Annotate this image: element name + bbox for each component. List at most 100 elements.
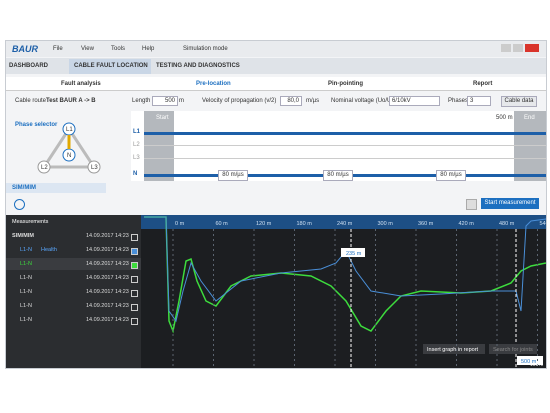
title-bar (6, 41, 546, 57)
measurement-date: 14.09.2017 14:23 (86, 275, 129, 281)
length-input[interactable]: 500 (152, 96, 178, 106)
menu-item[interactable]: File (53, 46, 63, 52)
value: Test BAUR A -> B (46, 98, 96, 104)
x-label: 480 m (499, 221, 515, 227)
conductor-label: L2 (133, 142, 140, 148)
start-block (144, 111, 174, 181)
info-icon[interactable] (14, 199, 25, 210)
conductor-label: N (133, 171, 138, 177)
x-label: 60 m (216, 221, 229, 227)
step[interactable]: Fault analysis (61, 81, 101, 87)
end-label: End (524, 115, 535, 121)
phase-label: L3 (91, 165, 98, 171)
logo: BAUR (12, 44, 38, 54)
step[interactable]: Pin-pointing (328, 81, 363, 87)
cable-data-button[interactable]: Cable data (501, 96, 537, 107)
length-label: 500 m (496, 115, 513, 121)
measurement-date: 14.09.2017 14:23 (86, 247, 129, 253)
cursor-label: 500 m (521, 359, 537, 365)
measurement-date: 14.09.2017 14:23 (86, 233, 129, 239)
segment-velocity[interactable]: 80 m/µs (323, 170, 353, 181)
x-label: 180 m (297, 221, 313, 227)
cursor-box[interactable] (517, 356, 543, 365)
label: Velocity of propagation (v/2) (202, 98, 277, 104)
menu-item[interactable]: Help (142, 46, 155, 52)
phases-select[interactable]: 3 (467, 96, 491, 106)
label: Nominal voltage (Uo/U) (331, 98, 394, 104)
start-measurement-button[interactable]: Start measurement (481, 198, 539, 209)
unit: m/µs (306, 98, 320, 104)
measurement-date: 14.09.2017 14:23 (86, 317, 129, 323)
step-bar (6, 77, 546, 91)
phase-label: L2 (41, 165, 48, 171)
conductor-line (144, 145, 546, 146)
zoom-label: 100% (530, 362, 543, 368)
graph: 0 m 60 m 120 m 180 m 240 m 300 m 360 m 420 m 480… (141, 215, 546, 368)
tab[interactable]: DASHBOARD (9, 63, 48, 69)
measurement-name[interactable]: L1-N (20, 261, 32, 267)
menu-item[interactable]: Tools (111, 46, 126, 52)
trace-blue (144, 216, 546, 323)
conductor-label: L3 (133, 155, 140, 161)
checkbox[interactable] (131, 318, 138, 325)
panel-tab-label: SIM/MIM (12, 185, 36, 191)
maximize-button[interactable] (513, 44, 523, 52)
label: Length (132, 98, 151, 104)
row-highlight[interactable] (6, 258, 141, 270)
settings-icon[interactable] (466, 199, 477, 210)
measurement-name[interactable]: L1-N (20, 275, 32, 281)
button-label[interactable]: Search for joints (493, 347, 533, 353)
cursor-label: 235 m (346, 251, 362, 257)
cursor-box[interactable] (341, 248, 365, 257)
panel-title: Phase selector (15, 122, 58, 128)
cable-diagram (131, 111, 546, 181)
checkbox[interactable] (131, 304, 138, 311)
x-label: 540 m (540, 221, 547, 227)
x-label: 120 m (256, 221, 272, 227)
close-button[interactable] (525, 44, 539, 52)
measurement-date: 14.09.2017 14:23 (86, 303, 129, 309)
tab-active-bg (69, 59, 151, 74)
tab[interactable]: CABLE FAULT LOCATION (74, 63, 148, 69)
measurement-name[interactable]: L1-N (20, 317, 32, 323)
end-block (514, 111, 546, 181)
menu-item[interactable]: Simulation mode (183, 46, 228, 52)
conductor-line (144, 132, 546, 135)
conductor-label: L1 (133, 129, 141, 135)
measurement-name[interactable]: L1-N (20, 289, 32, 295)
measurement-name[interactable]: L1-N (20, 303, 32, 309)
minimize-button[interactable] (501, 44, 511, 52)
conductor-line (144, 158, 546, 159)
measurement-date: 14.09.2017 14:23 (86, 261, 129, 267)
x-label: 360 m (418, 221, 434, 227)
checkbox[interactable] (131, 276, 138, 283)
checkbox[interactable] (131, 234, 138, 241)
segment-velocity[interactable]: 80 m/µs (436, 170, 466, 181)
x-label: 420 m (459, 221, 475, 227)
step[interactable]: Report (473, 81, 493, 87)
panel-tab[interactable] (6, 183, 106, 193)
insert-button-bg[interactable] (423, 344, 485, 354)
tab[interactable]: TESTING AND DIAGNOSTICS (156, 63, 240, 69)
checkbox[interactable] (131, 290, 138, 297)
start-label: Start (156, 115, 169, 121)
velocity-input[interactable]: 80,0 (280, 96, 302, 106)
phase-diagram (37, 122, 101, 174)
measurement-name[interactable]: L1-N (20, 247, 32, 253)
step-active[interactable]: Pre-location (196, 81, 231, 87)
segment-velocity[interactable]: 80 m/µs (218, 170, 248, 181)
list-header: Measurements (12, 219, 49, 225)
measurement-name[interactable]: SIM/MIM (12, 233, 34, 239)
menu-item[interactable]: View (81, 46, 94, 52)
x-label: 0 m (175, 221, 185, 227)
voltage-select[interactable]: 6/10kV (389, 96, 440, 106)
x-label: 240 m (337, 221, 353, 227)
phase-label: L1 (66, 127, 73, 133)
checkbox[interactable] (131, 248, 138, 255)
search-button-bg[interactable] (489, 344, 537, 354)
button-label[interactable]: Insert graph in report (427, 347, 479, 353)
checkbox[interactable] (131, 262, 138, 269)
label: Phases (448, 98, 469, 104)
measurement-tag: Health (41, 247, 57, 253)
